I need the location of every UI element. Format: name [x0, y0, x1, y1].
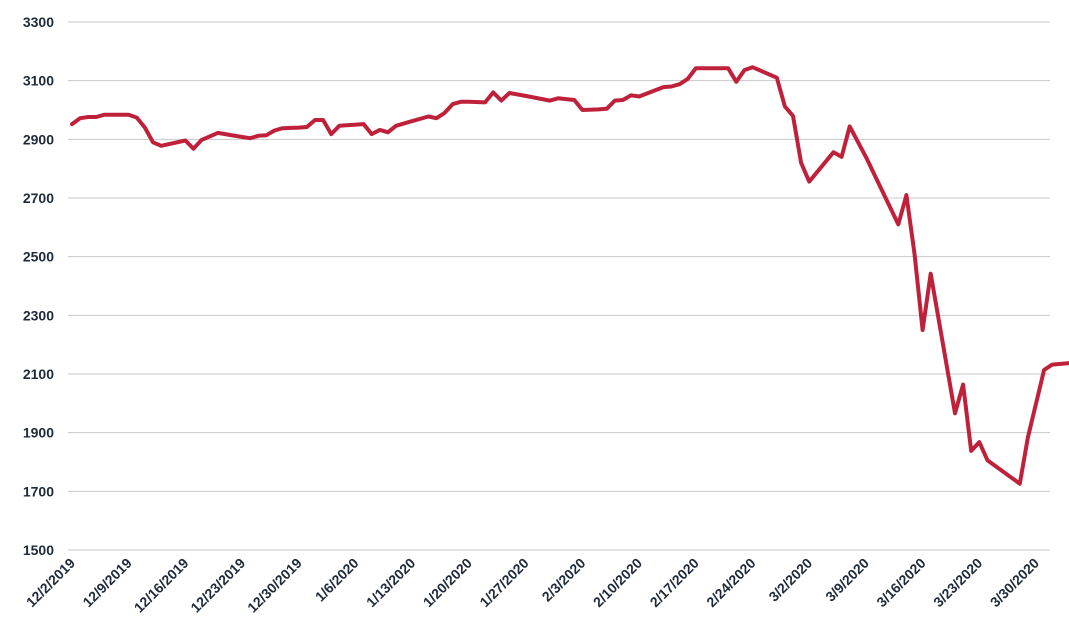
- x-axis-ticks: 12/2/2019 12/9/201912/16/201912/23/201912…: [23, 555, 1043, 616]
- x-tick-label: 2/3/2020: [539, 555, 589, 605]
- x-tick-label: 3/16/2020: [873, 555, 929, 611]
- x-tick-label: 3/30/2020: [987, 555, 1043, 611]
- y-axis-ticks: 1500 1700 1900 2100 2300 2500 2700 2900 3100 3300: [23, 14, 54, 558]
- x-tick-label: 1/20/2020: [420, 555, 476, 611]
- y-tick-label: 1700: [23, 483, 54, 499]
- x-tick-label: 1/13/2020: [363, 555, 419, 611]
- series-line-0: [70, 65, 1069, 486]
- x-tick-label: 12/30/2019: [244, 555, 305, 616]
- x-tick-label: 12/23/2019: [187, 555, 248, 616]
- y-tick-label: 3300: [23, 14, 54, 30]
- x-tick-label: 2/10/2020: [590, 555, 646, 611]
- x-tick-label: 2/17/2020: [647, 555, 703, 611]
- y-tick-label: 2500: [23, 249, 54, 265]
- y-tick-label: 2300: [23, 307, 54, 323]
- y-tick-label: 2900: [23, 131, 54, 147]
- x-tick-label: 2/24/2020: [703, 555, 759, 611]
- x-tick-label: 3/2/2020: [765, 555, 815, 605]
- x-tick-label: 3/9/2020: [822, 555, 872, 605]
- x-tick-label: 12/16/2019: [131, 555, 192, 616]
- x-tick-label: 12/2/2019: [23, 555, 79, 611]
- x-tick-label: 1/6/2020: [312, 555, 362, 605]
- y-tick-label: 2100: [23, 366, 54, 382]
- series-layer: [70, 65, 1069, 486]
- y-tick-label: 3100: [23, 73, 54, 89]
- x-tick-label: 1/27/2020: [476, 555, 532, 611]
- x-tick-label: 12/9/2019: [79, 555, 135, 611]
- gridlines: [68, 21, 1050, 551]
- x-tick-label: 3/23/2020: [930, 555, 986, 611]
- y-tick-label: 1500: [23, 542, 54, 558]
- y-tick-label: 2700: [23, 190, 54, 206]
- y-tick-label: 1900: [23, 425, 54, 441]
